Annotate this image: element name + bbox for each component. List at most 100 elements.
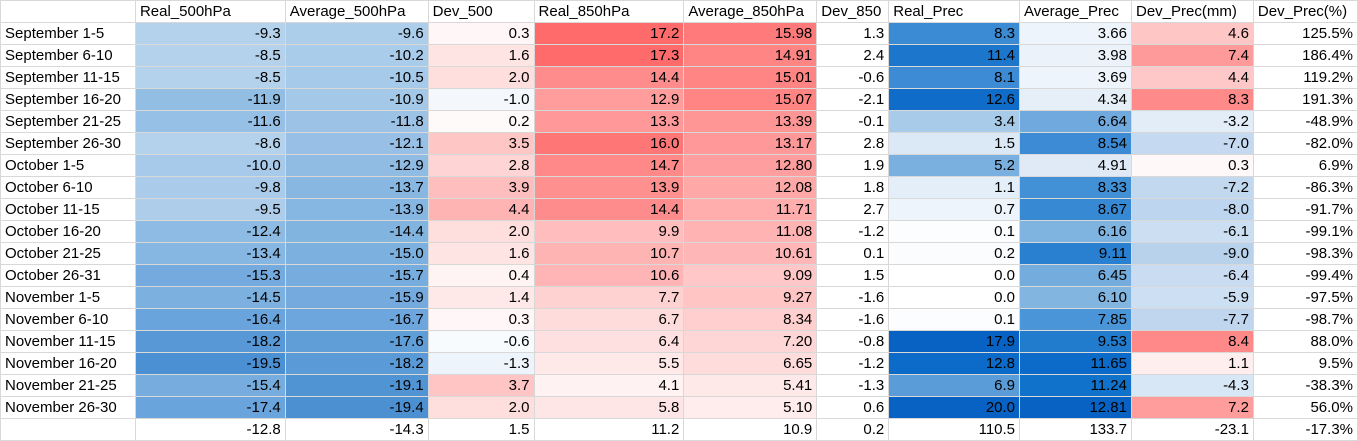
data-cell[interactable]: 3.4 — [888, 110, 1021, 133]
data-cell[interactable]: 13.39 — [683, 110, 818, 133]
totals-cell[interactable]: 1.5 — [427, 418, 535, 441]
row-label-cell[interactable]: November 26-30 — [0, 396, 136, 419]
data-cell[interactable]: 2.8 — [427, 154, 535, 177]
data-cell[interactable]: 6.45 — [1019, 264, 1132, 287]
data-cell[interactable]: 0.3 — [1130, 154, 1254, 177]
data-cell[interactable]: 2.7 — [816, 198, 890, 221]
data-cell[interactable]: -1.2 — [816, 220, 890, 243]
data-cell[interactable]: 6.9% — [1252, 154, 1358, 177]
data-cell[interactable]: 1.5 — [816, 264, 890, 287]
data-cell[interactable]: 12.8 — [888, 352, 1021, 375]
row-label-cell[interactable]: September 21-25 — [0, 110, 136, 133]
data-cell[interactable]: 8.34 — [683, 308, 818, 331]
data-cell[interactable]: 8.54 — [1019, 132, 1132, 155]
data-cell[interactable]: 9.5% — [1252, 352, 1358, 375]
data-cell[interactable]: -86.3% — [1252, 176, 1358, 199]
data-cell[interactable]: 0.2 — [888, 242, 1021, 265]
data-cell[interactable]: 5.41 — [683, 374, 818, 397]
row-label-cell[interactable]: October 11-15 — [0, 198, 136, 221]
data-cell[interactable]: 7.20 — [683, 330, 818, 353]
data-cell[interactable]: -0.1 — [816, 110, 890, 133]
data-cell[interactable]: 1.9 — [816, 154, 890, 177]
data-cell[interactable]: -13.4 — [134, 242, 286, 265]
data-cell[interactable]: -10.5 — [284, 66, 429, 89]
data-cell[interactable]: 8.67 — [1019, 198, 1132, 221]
data-cell[interactable]: 1.4 — [427, 286, 535, 309]
data-cell[interactable]: 1.5 — [888, 132, 1021, 155]
data-cell[interactable]: 88.0% — [1252, 330, 1358, 353]
data-cell[interactable]: 119.2% — [1252, 66, 1358, 89]
data-cell[interactable]: -11.9 — [134, 88, 286, 111]
totals-cell[interactable]: -17.3% — [1252, 418, 1358, 441]
data-cell[interactable]: 9.11 — [1019, 242, 1132, 265]
data-cell[interactable]: 1.8 — [816, 176, 890, 199]
data-cell[interactable]: 15.01 — [683, 66, 818, 89]
data-cell[interactable]: 0.7 — [888, 198, 1021, 221]
data-cell[interactable]: 5.8 — [533, 396, 685, 419]
data-cell[interactable]: 8.33 — [1019, 176, 1132, 199]
data-cell[interactable]: -12.4 — [134, 220, 286, 243]
data-cell[interactable]: 12.6 — [888, 88, 1021, 111]
row-label-cell[interactable]: September 11-15 — [0, 66, 136, 89]
header-cell-real-prec[interactable]: Real_Prec — [888, 0, 1021, 23]
data-cell[interactable]: 13.3 — [533, 110, 685, 133]
data-cell[interactable]: 3.69 — [1019, 66, 1132, 89]
data-cell[interactable]: -9.8 — [134, 176, 286, 199]
data-cell[interactable]: 2.0 — [427, 396, 535, 419]
data-cell[interactable]: -17.4 — [134, 396, 286, 419]
data-cell[interactable]: -14.5 — [134, 286, 286, 309]
data-cell[interactable]: 10.7 — [533, 242, 685, 265]
data-cell[interactable]: -1.3 — [427, 352, 535, 375]
data-cell[interactable]: 11.08 — [683, 220, 818, 243]
data-cell[interactable]: -7.0 — [1130, 132, 1254, 155]
data-cell[interactable]: -98.3% — [1252, 242, 1358, 265]
data-cell[interactable]: -18.2 — [134, 330, 286, 353]
data-cell[interactable]: -16.7 — [284, 308, 429, 331]
data-cell[interactable]: 1.6 — [427, 242, 535, 265]
data-cell[interactable]: 10.6 — [533, 264, 685, 287]
data-cell[interactable]: -19.1 — [284, 374, 429, 397]
row-label-cell[interactable]: October 16-20 — [0, 220, 136, 243]
data-cell[interactable]: 9.09 — [683, 264, 818, 287]
data-cell[interactable]: 2.0 — [427, 220, 535, 243]
data-cell[interactable]: -11.6 — [134, 110, 286, 133]
totals-cell[interactable]: -14.3 — [284, 418, 429, 441]
totals-label-cell[interactable] — [0, 418, 136, 441]
totals-cell[interactable]: -23.1 — [1130, 418, 1254, 441]
data-cell[interactable]: -19.5 — [134, 352, 286, 375]
data-cell[interactable]: 4.91 — [1019, 154, 1132, 177]
data-cell[interactable]: 4.4 — [427, 198, 535, 221]
data-cell[interactable]: -0.6 — [816, 66, 890, 89]
data-cell[interactable]: 12.9 — [533, 88, 685, 111]
data-cell[interactable]: 5.5 — [533, 352, 685, 375]
data-cell[interactable]: -1.6 — [816, 286, 890, 309]
data-cell[interactable]: -1.3 — [816, 374, 890, 397]
data-cell[interactable]: 0.2 — [427, 110, 535, 133]
data-cell[interactable]: -19.4 — [284, 396, 429, 419]
totals-cell[interactable]: 133.7 — [1019, 418, 1132, 441]
data-cell[interactable]: -0.6 — [427, 330, 535, 353]
data-cell[interactable]: -2.1 — [816, 88, 890, 111]
data-cell[interactable]: -4.3 — [1130, 374, 1254, 397]
data-cell[interactable]: -1.0 — [427, 88, 535, 111]
header-cell-average-prec[interactable]: Average_Prec — [1019, 0, 1132, 23]
data-cell[interactable]: 7.7 — [533, 286, 685, 309]
data-cell[interactable]: -15.7 — [284, 264, 429, 287]
data-cell[interactable]: -97.5% — [1252, 286, 1358, 309]
data-cell[interactable]: 0.0 — [888, 264, 1021, 287]
data-cell[interactable]: 56.0% — [1252, 396, 1358, 419]
row-label-cell[interactable]: October 21-25 — [0, 242, 136, 265]
data-cell[interactable]: 9.53 — [1019, 330, 1132, 353]
data-cell[interactable]: 12.80 — [683, 154, 818, 177]
data-cell[interactable]: 186.4% — [1252, 44, 1358, 67]
data-cell[interactable]: 8.3 — [888, 22, 1021, 45]
data-cell[interactable]: 5.10 — [683, 396, 818, 419]
data-cell[interactable]: 14.91 — [683, 44, 818, 67]
data-cell[interactable]: -17.6 — [284, 330, 429, 353]
row-label-cell[interactable]: September 26-30 — [0, 132, 136, 155]
data-cell[interactable]: 3.9 — [427, 176, 535, 199]
data-cell[interactable]: 125.5% — [1252, 22, 1358, 45]
data-cell[interactable]: -9.5 — [134, 198, 286, 221]
data-cell[interactable]: 12.81 — [1019, 396, 1132, 419]
data-cell[interactable]: 0.3 — [427, 22, 535, 45]
